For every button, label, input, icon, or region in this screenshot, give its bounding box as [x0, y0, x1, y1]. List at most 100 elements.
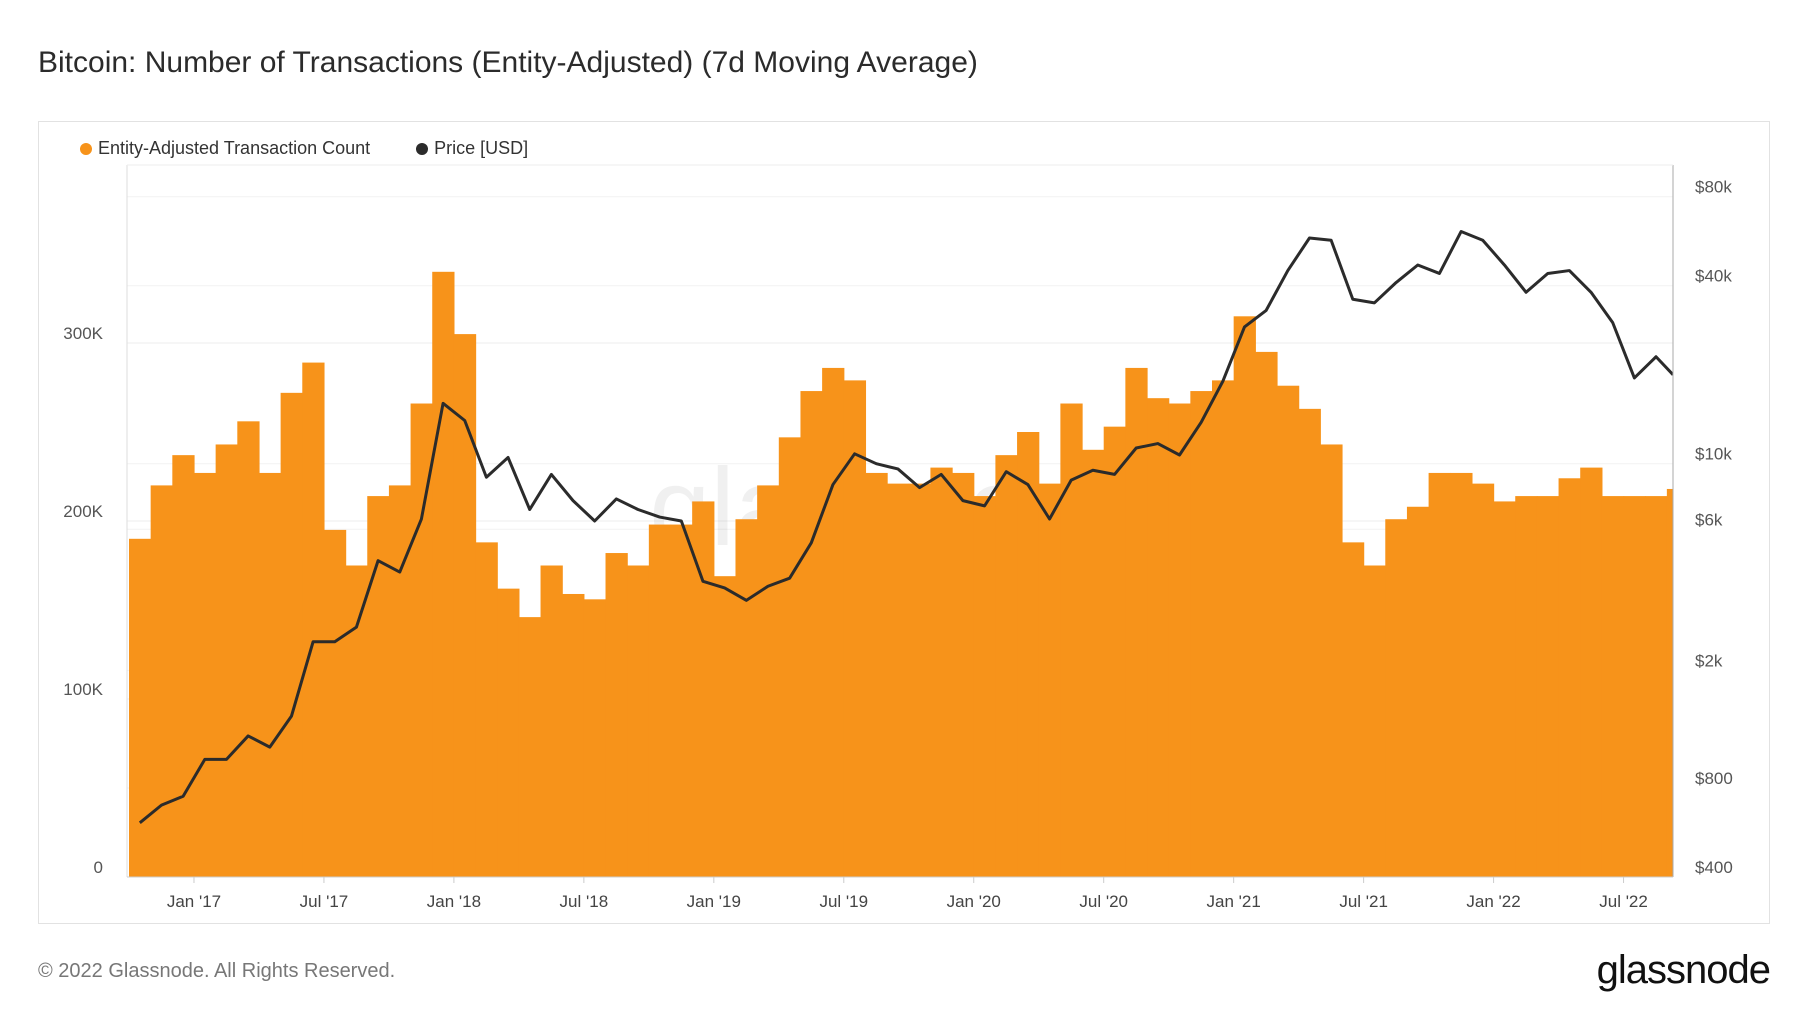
- y-right-tick-label: $2k: [1695, 651, 1723, 670]
- legend-item-tx-count[interactable]: Entity-Adjusted Transaction Count: [80, 138, 370, 159]
- tx-count-bar: [410, 403, 433, 877]
- tx-count-bar: [930, 467, 953, 877]
- tx-count-bar: [1623, 496, 1646, 877]
- tx-count-bar: [1363, 565, 1386, 877]
- tx-count-bar: [1428, 472, 1451, 877]
- tx-count-bar: [670, 524, 693, 877]
- tx-count-bar: [1233, 316, 1256, 877]
- chart-title: Bitcoin: Number of Transactions (Entity-…: [38, 46, 978, 79]
- tx-count-bar: [237, 421, 260, 877]
- tx-count-bar: [1038, 483, 1061, 877]
- tx-count-bar: [1471, 483, 1495, 877]
- tx-count-bar: [952, 472, 975, 877]
- tx-count-bar: [345, 565, 368, 877]
- x-tick-label: Jan '19: [687, 892, 741, 911]
- y-left-tick-label: 300K: [63, 324, 103, 343]
- x-tick-label: Jul '18: [560, 892, 609, 911]
- orange-dot-icon: [80, 142, 92, 155]
- x-tick-label: Jan '17: [167, 892, 221, 911]
- tx-count-bar: [1341, 542, 1365, 877]
- tx-count-bar: [432, 271, 455, 877]
- tx-count-bar: [193, 472, 217, 877]
- tx-count-bar: [302, 362, 325, 877]
- tx-count-bar: [129, 538, 152, 877]
- glassnode-logo: glassnode: [1596, 948, 1771, 992]
- tx-count-bar: [1320, 444, 1343, 877]
- tx-count-bar: [1601, 496, 1625, 877]
- tx-count-bar: [843, 380, 867, 877]
- tx-count-bar: [713, 576, 737, 877]
- chart-frame: [38, 121, 1770, 924]
- y-left-tick-label: 0: [94, 858, 103, 877]
- tx-count-bar: [1125, 367, 1148, 877]
- tx-count-bar: [280, 392, 303, 877]
- tx-count-bar: [627, 565, 650, 877]
- y-right-tick-label: $10k: [1695, 445, 1732, 464]
- tx-count-bar: [562, 593, 585, 877]
- tx-count-bar: [800, 391, 823, 877]
- x-tick-label: Jul '22: [1599, 892, 1648, 911]
- x-tick-label: Jan '18: [427, 892, 481, 911]
- black-dot-icon: [416, 142, 429, 155]
- legend-label: Price [USD]: [434, 138, 529, 158]
- tx-count-bar: [865, 472, 888, 877]
- bars-group: [129, 230, 1673, 877]
- tx-count-bar: [1450, 472, 1473, 877]
- tx-count-bar: [323, 529, 347, 877]
- x-tick-label: Jul '17: [300, 892, 349, 911]
- tx-count-bar: [215, 444, 238, 877]
- tx-count-bar: [1298, 408, 1321, 877]
- tx-count-bar: [453, 334, 477, 877]
- tx-count-bar: [1255, 351, 1278, 877]
- tx-count-bar: [648, 524, 672, 877]
- x-tick-label: Jul '19: [819, 892, 868, 911]
- tx-count-bar: [1060, 403, 1083, 877]
- x-tick-label: Jan '21: [1207, 892, 1261, 911]
- legend-item-price[interactable]: Price [USD]: [416, 138, 528, 159]
- tx-count-bar: [692, 501, 715, 877]
- x-tick-label: Jul '21: [1339, 892, 1388, 911]
- tx-count-bar: [887, 483, 910, 877]
- tx-count-bar: [605, 553, 628, 877]
- tx-count-bar: [540, 565, 563, 877]
- x-tick-label: Jan '22: [1466, 892, 1520, 911]
- y-right-tick-label: $800: [1695, 769, 1733, 788]
- legend-label: Entity-Adjusted Transaction Count: [98, 138, 371, 158]
- tx-count-bar: [1017, 432, 1040, 877]
- tx-count-bar: [1580, 467, 1603, 877]
- tx-count-bar: [1082, 449, 1105, 877]
- tx-count-bar: [1645, 496, 1668, 877]
- y-right-tick-label: $400: [1695, 858, 1733, 877]
- tx-count-bar: [908, 483, 932, 877]
- tx-count-bar: [367, 496, 390, 877]
- tx-count-bar: [388, 485, 412, 877]
- tx-count-bar: [1190, 391, 1213, 877]
- tx-count-bar: [995, 455, 1018, 877]
- x-tick-label: Jan '20: [947, 892, 1001, 911]
- tx-count-bar: [583, 599, 607, 877]
- tx-count-bar: [1168, 403, 1191, 877]
- tx-count-bar: [735, 519, 758, 877]
- tx-count-bar: [1515, 496, 1538, 877]
- tx-count-bar: [475, 542, 498, 877]
- tx-count-bar: [1276, 385, 1300, 877]
- tx-count-bar: [1103, 426, 1126, 877]
- y-right-tick-label: $80k: [1695, 178, 1732, 197]
- price-line: [138, 230, 1673, 824]
- tx-count-bar: [1385, 519, 1408, 877]
- tx-count-bar: [1147, 398, 1170, 877]
- y-left-tick-label: 200K: [63, 502, 103, 521]
- tx-count-bar: [497, 588, 520, 877]
- tx-count-bar: [778, 437, 802, 877]
- tx-count-bar: [172, 455, 195, 877]
- y-left-tick-label: 100K: [63, 680, 103, 699]
- x-tick-label: Jul '20: [1079, 892, 1128, 911]
- tx-count-bar: [757, 485, 780, 877]
- y-right-tick-label: $6k: [1695, 510, 1723, 529]
- tx-count-bar: [1212, 380, 1235, 877]
- tx-count-bar: [1536, 496, 1560, 877]
- tx-count-bar: [822, 367, 845, 877]
- y-right-tick-label: $40k: [1695, 267, 1732, 286]
- tx-count-bar: [1666, 488, 1673, 877]
